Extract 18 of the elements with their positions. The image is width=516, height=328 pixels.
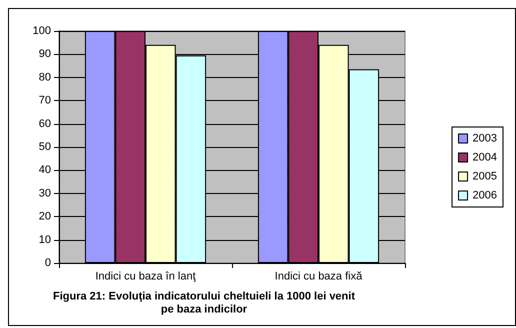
y-tick-label: 0 <box>44 257 51 269</box>
y-tick-label: 60 <box>38 118 51 130</box>
legend-label: 2004 <box>472 152 498 164</box>
legend-label: 2005 <box>472 170 498 182</box>
legend-label: 2003 <box>472 132 498 144</box>
legend-label: 2006 <box>472 190 498 202</box>
x-tick-label: Indici cu baza fixă <box>274 270 364 282</box>
y-tick-label: 100 <box>32 25 51 37</box>
x-tick-label: Indici cu baza în lanţ <box>95 270 197 282</box>
y-tick-label: 50 <box>38 141 51 153</box>
y-tick-label: 70 <box>38 94 51 107</box>
y-tick-label: 90 <box>38 48 51 60</box>
y-tick-label: 80 <box>38 71 51 84</box>
y-tick-label: 20 <box>38 210 51 223</box>
text: Figura 21: Evoluţia indicatorului cheltuieli la 1000 lei venit pe baza indicilor <box>53 290 356 316</box>
y-tick-label: 30 <box>38 187 51 200</box>
y-tick-label: 10 <box>38 234 51 246</box>
y-tick-label: 40 <box>38 164 51 176</box>
